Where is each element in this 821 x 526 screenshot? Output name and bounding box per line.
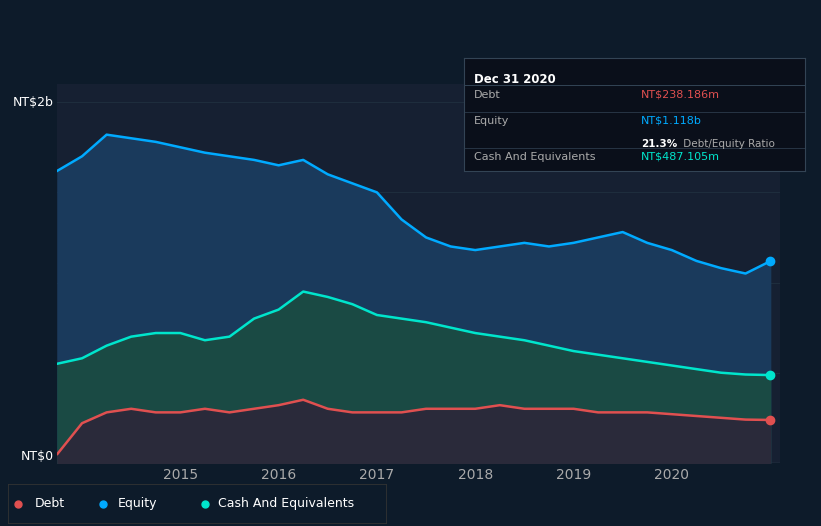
Text: NT$0: NT$0 — [21, 450, 54, 463]
Text: Debt: Debt — [34, 497, 65, 510]
Text: Equity: Equity — [117, 497, 158, 510]
Text: NT$238.186m: NT$238.186m — [641, 89, 720, 99]
Text: Debt: Debt — [474, 89, 501, 99]
Text: Cash And Equivalents: Cash And Equivalents — [218, 497, 354, 510]
Text: NT$1.118b: NT$1.118b — [641, 116, 702, 126]
Text: NT$487.105m: NT$487.105m — [641, 151, 720, 161]
Text: Cash And Equivalents: Cash And Equivalents — [474, 151, 595, 161]
Text: 21.3%: 21.3% — [641, 139, 677, 149]
Text: NT$2b: NT$2b — [13, 96, 54, 109]
Text: Equity: Equity — [474, 116, 510, 126]
Text: Debt/Equity Ratio: Debt/Equity Ratio — [681, 139, 775, 149]
Text: Dec 31 2020: Dec 31 2020 — [474, 73, 556, 86]
